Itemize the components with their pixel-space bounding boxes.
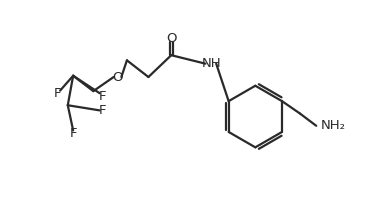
Text: O: O [166,32,177,45]
Text: F: F [70,127,77,140]
Text: F: F [53,87,61,100]
Text: NH: NH [202,57,222,70]
Text: NH₂: NH₂ [321,119,346,132]
Text: F: F [99,90,106,103]
Text: F: F [99,104,106,117]
Text: O: O [112,71,123,83]
